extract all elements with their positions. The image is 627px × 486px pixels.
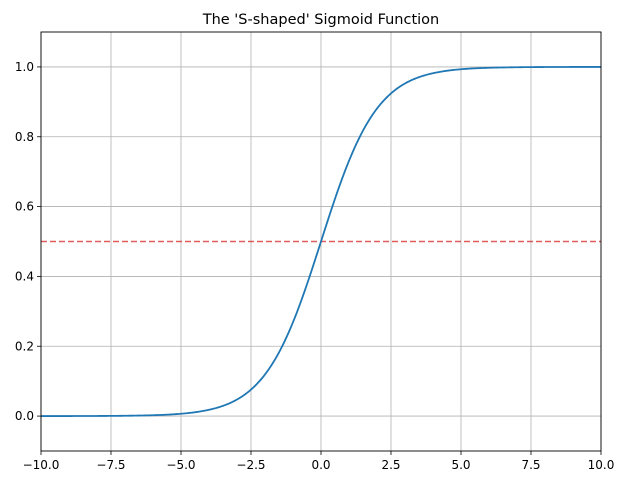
y-axis: 0.0 0.2 0.4 0.6 0.8 1.0 <box>15 60 41 423</box>
x-tick-label: −10.0 <box>23 458 60 472</box>
y-tick-label: 1.0 <box>15 60 34 74</box>
x-tick-label: −2.5 <box>236 458 265 472</box>
series-group <box>41 66 601 417</box>
x-axis: −10.0 −7.5 −5.0 −2.5 0.0 2.5 5.0 7.5 10.0 <box>23 451 615 472</box>
y-tick-label: 0.6 <box>15 200 34 214</box>
sigmoid-curve <box>41 66 601 417</box>
x-tick-label: 2.5 <box>381 458 400 472</box>
x-tick-label: 10.0 <box>588 458 615 472</box>
x-tick-label: 7.5 <box>521 458 540 472</box>
y-tick-label: 0.0 <box>15 409 34 423</box>
y-tick-label: 0.2 <box>15 339 34 353</box>
y-tick-label: 0.4 <box>15 269 34 283</box>
chart-title: The 'S-shaped' Sigmoid Function <box>202 12 440 28</box>
x-tick-label: −5.0 <box>166 458 195 472</box>
y-tick-label: 0.8 <box>15 130 34 144</box>
x-tick-label: −7.5 <box>96 458 125 472</box>
x-tick-label: 0.0 <box>311 458 330 472</box>
x-tick-label: 5.0 <box>451 458 470 472</box>
